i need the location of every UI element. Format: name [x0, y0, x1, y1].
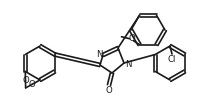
- Text: O: O: [29, 80, 35, 89]
- Text: O: O: [106, 85, 112, 94]
- Text: O: O: [22, 76, 29, 85]
- Text: N: N: [96, 50, 102, 58]
- Text: N: N: [125, 59, 131, 68]
- Text: Cl: Cl: [168, 55, 176, 63]
- Text: O: O: [128, 34, 135, 43]
